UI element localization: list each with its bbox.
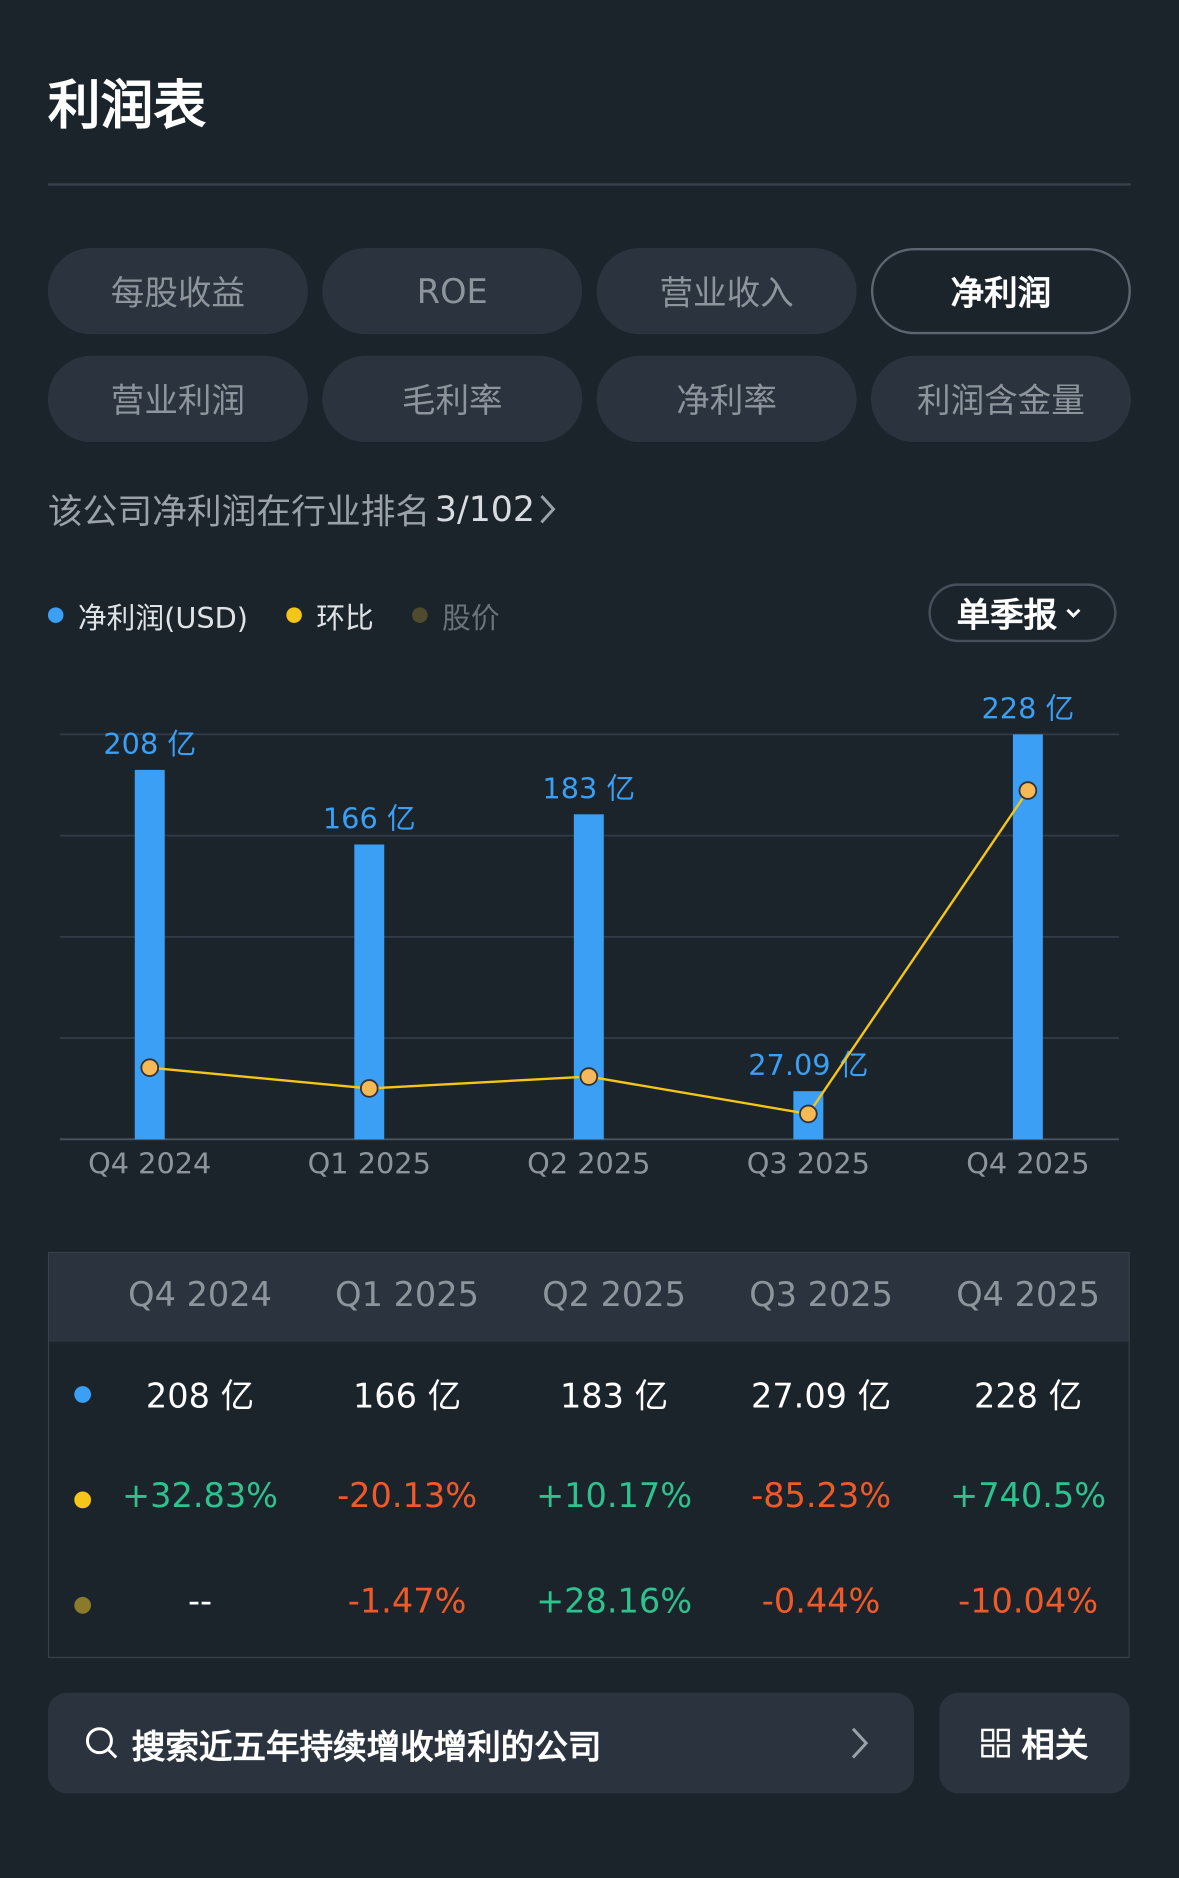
line-point [359,1079,379,1098]
related-button[interactable]: 相关 [939,1692,1130,1794]
bar [573,814,604,1140]
table-cell: -0.44% [761,1581,881,1621]
x-tick-label: Q1 2025 [308,1147,431,1181]
tab[interactable]: 净利率 [596,355,857,443]
tab[interactable]: 毛利率 [322,355,583,443]
row-dot [74,1491,92,1509]
divider [47,183,1131,186]
grid-icon [981,1728,1011,1758]
line-point [579,1067,599,1086]
tab[interactable]: 净利润 [870,247,1131,335]
search-bar[interactable]: 搜索近五年持续增收增利的公司 [47,1692,915,1794]
row-dot [74,1386,92,1403]
period-label: 单季报 [956,594,1058,635]
x-tick-label: Q4 2024 [88,1147,211,1181]
ranking-text: 该公司净利润在行业排名 [47,491,431,532]
table-cell: -- [187,1581,213,1621]
line-point [799,1104,818,1124]
legend-label: 股价 [442,601,500,635]
legend-dot [47,607,64,623]
table-cell: -85.23% [751,1475,892,1516]
x-tick-label: Q2 2025 [527,1147,650,1181]
table-cell: 183 亿 [559,1376,669,1417]
tab[interactable]: 营业利润 [47,355,308,443]
search-text: 搜索近五年持续增收增利的公司 [131,1727,602,1768]
legend-label: 净利润(USD) [77,601,249,635]
page-title: 利润表 [47,75,207,137]
data-label: 228 亿 [982,691,1075,725]
table-cell: +10.17% [536,1475,693,1516]
column-header: Q3 2025 [749,1274,893,1315]
column-header: Q2 2025 [542,1274,686,1315]
tab[interactable]: ROE [322,247,583,335]
table-cell: +32.83% [122,1475,279,1516]
table-cell: 228 亿 [973,1376,1083,1417]
table-cell: -1.47% [347,1581,467,1621]
legend-dot [286,607,302,623]
legend-dot [412,607,428,623]
legend: 净利润(USD) 环比 股价 [47,594,500,636]
tab[interactable]: 利润含金量 [870,355,1131,443]
search-icon [85,1727,118,1759]
data-table: Q4 2024 Q1 2025 Q2 2025 Q3 2025 Q4 2025 208 亿… [47,1251,1130,1659]
bar [1012,734,1043,1140]
column-header: Q4 2024 [128,1274,272,1315]
ranking-value: 3/102 [434,488,536,530]
table-cell: 27.09 亿 [750,1376,892,1417]
data-label: 208 亿 [103,727,196,761]
line-point [1018,781,1038,800]
chevron [539,494,556,524]
x-tick-label: Q4 2025 [966,1147,1089,1181]
table-cell: -10.04% [958,1581,1099,1621]
bar [134,769,165,1140]
chevron [851,1727,869,1759]
tab[interactable]: 每股收益 [47,247,308,335]
dropdown-arrow [1065,608,1080,618]
line-point [140,1058,160,1077]
table-cell: -20.13% [337,1475,478,1516]
table-cell: +28.16% [536,1581,693,1621]
x-tick-label: Q3 2025 [747,1147,870,1181]
ranking-link[interactable]: 该公司净利润在行业排名 3/102 [48,484,559,534]
table-cell: +740.5% [950,1475,1107,1516]
table-header [49,1253,1129,1342]
column-header: Q4 2025 [956,1274,1100,1315]
data-label: 183 亿 [542,771,635,805]
row-dot [74,1596,92,1614]
period-dropdown[interactable]: 单季报 [928,583,1117,643]
related-label: 相关 [1021,1725,1089,1765]
legend-label: 环比 [316,601,374,635]
column-header: Q1 2025 [335,1274,479,1315]
table-cell: 166 亿 [352,1376,462,1417]
table-cell: 208 亿 [145,1376,255,1417]
data-label: 166 亿 [323,802,416,836]
tab[interactable]: 营业收入 [596,247,857,335]
